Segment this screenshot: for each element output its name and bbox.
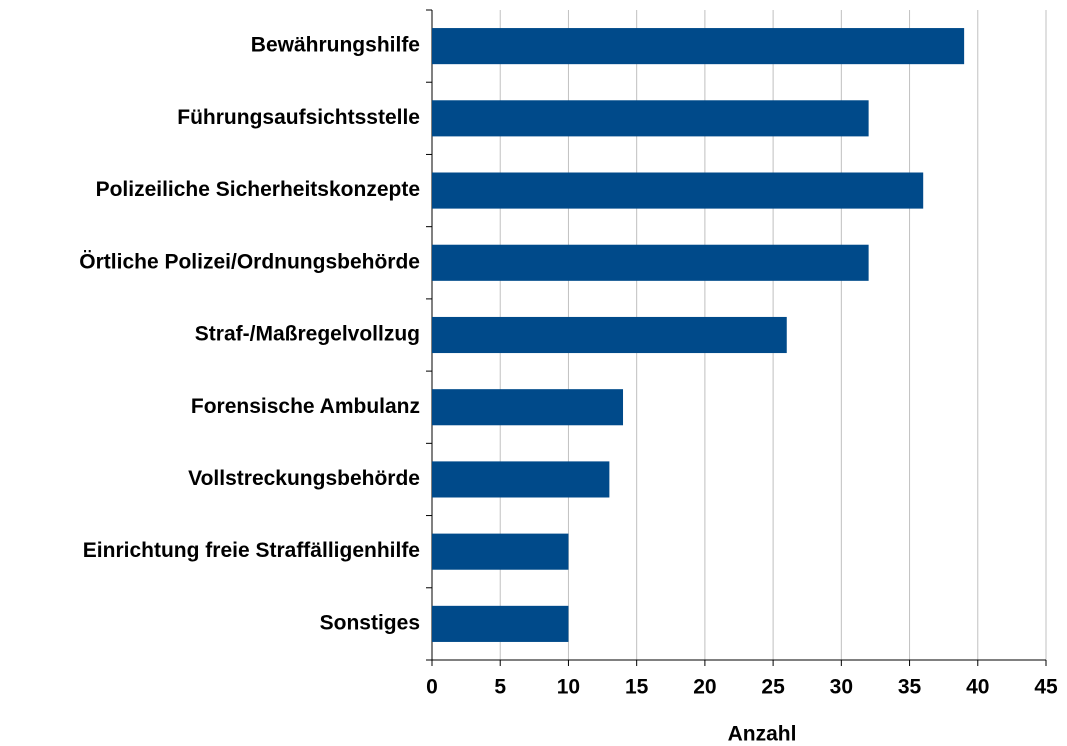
y-tick-label: Bewährungshilfe [251, 34, 420, 57]
bar [432, 100, 869, 137]
bar [432, 533, 569, 570]
x-tick-label: 30 [830, 676, 853, 699]
y-tick-label: Polizeiliche Sicherheitskonzepte [96, 178, 420, 201]
bar [432, 316, 787, 354]
bar [432, 28, 965, 65]
bar [432, 605, 569, 642]
x-axis-label: Anzahl [728, 723, 797, 746]
bar [432, 172, 924, 209]
x-tick-label: 35 [898, 676, 922, 699]
y-tick-label: Führungsaufsichtsstelle [177, 106, 420, 129]
y-tick-label: Forensische Ambulanz [191, 395, 420, 418]
bar [432, 389, 624, 426]
y-tick-label: Straf-/Maßregelvollzug [195, 323, 420, 346]
x-tick-label: 40 [966, 676, 989, 699]
x-tick-label: 0 [426, 676, 438, 699]
x-tick-label: 20 [693, 676, 716, 699]
y-tick-label: Einrichtung freie Straffälligenhilfe [83, 539, 420, 562]
y-tick-label: Örtliche Polizei/Ordnungsbehörde [79, 250, 420, 273]
y-tick-label: Sonstiges [320, 611, 420, 634]
x-tick-label: 10 [557, 676, 580, 699]
y-tick-label: Vollstreckungsbehörde [188, 467, 420, 490]
x-tick-label: 5 [494, 676, 506, 699]
bar [432, 244, 869, 281]
x-tick-label: 25 [761, 676, 785, 699]
x-tick-label: 15 [625, 676, 649, 699]
x-tick-label: 45 [1034, 676, 1058, 699]
bar [432, 461, 610, 498]
